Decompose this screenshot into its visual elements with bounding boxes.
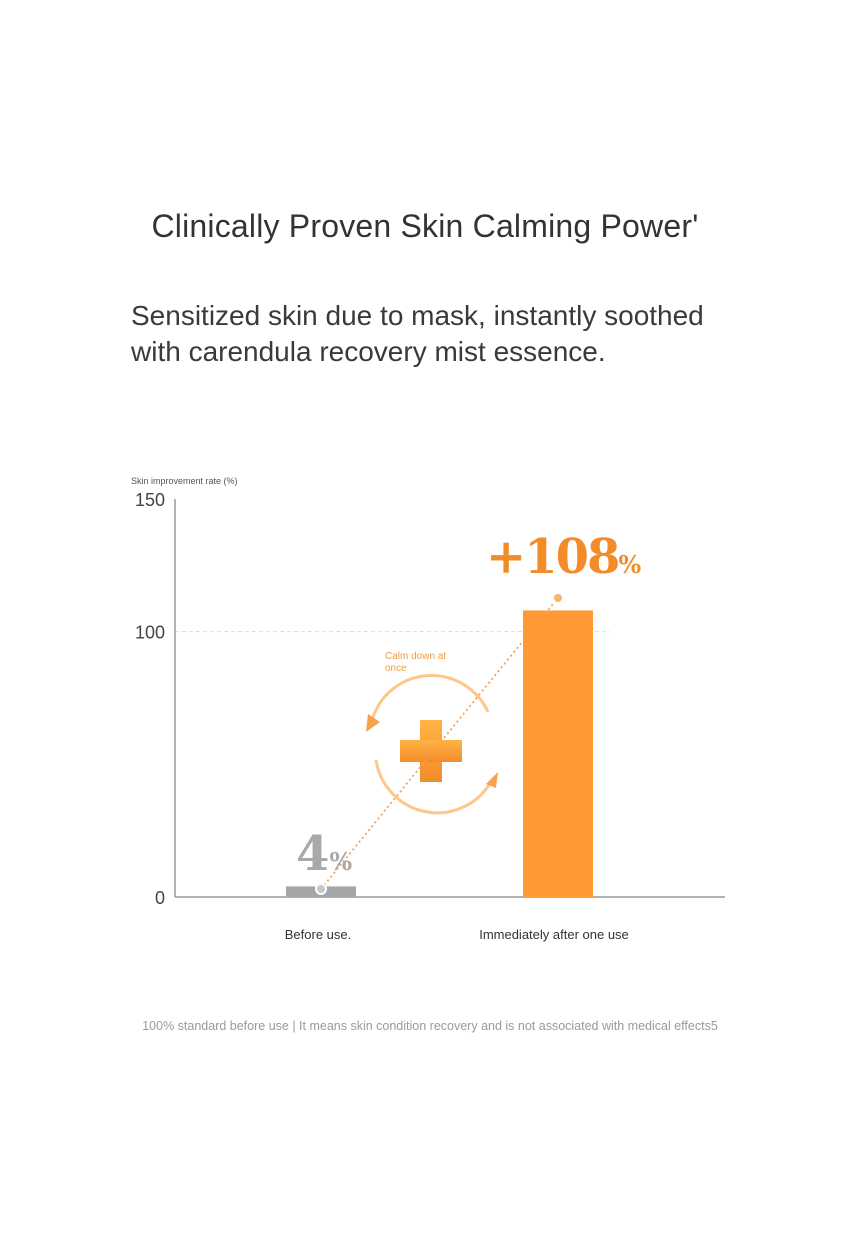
plus-cross-icon: [400, 720, 462, 782]
bar-after-use: [523, 610, 593, 897]
y-tick-label: 150: [135, 490, 165, 510]
value-label-before: 4%: [296, 826, 352, 882]
category-label-after: Immediately after one use: [479, 927, 629, 942]
annotation-line-2: once: [385, 663, 407, 674]
y-tick-label: 100: [135, 623, 165, 643]
before-value-dot: [315, 883, 327, 895]
y-ticks: 0 100 150: [135, 490, 165, 908]
annotation-line-1: Calm down at: [385, 651, 446, 662]
subtitle-line-2: with carendula recovery mist essence.: [131, 336, 606, 367]
value-label-before-unit: %: [329, 847, 352, 876]
improvement-chart: Skin improvement rate (%) 0 100 150 Calm d…: [131, 476, 725, 942]
category-label-before: Before use.: [285, 927, 352, 942]
y-tick-label: 0: [155, 888, 165, 908]
value-label-after-number: +108: [486, 529, 618, 585]
y-axis-label: Skin improvement rate (%): [131, 476, 238, 486]
page-subtitle: Sensitized skin due to mask, instantly s…: [131, 298, 771, 370]
footnote: 100% standard before use | It means skin…: [142, 1019, 718, 1033]
page-title: Clinically Proven Skin Calming Power': [151, 208, 699, 244]
value-label-after: +108%: [486, 529, 641, 585]
value-label-before-number: 4: [296, 826, 329, 882]
subtitle-line-1: Sensitized skin due to mask, instantly s…: [131, 300, 704, 331]
after-value-dot: [552, 592, 564, 604]
circular-arrows-icon: [366, 673, 498, 815]
value-label-after-unit: %: [618, 550, 641, 579]
